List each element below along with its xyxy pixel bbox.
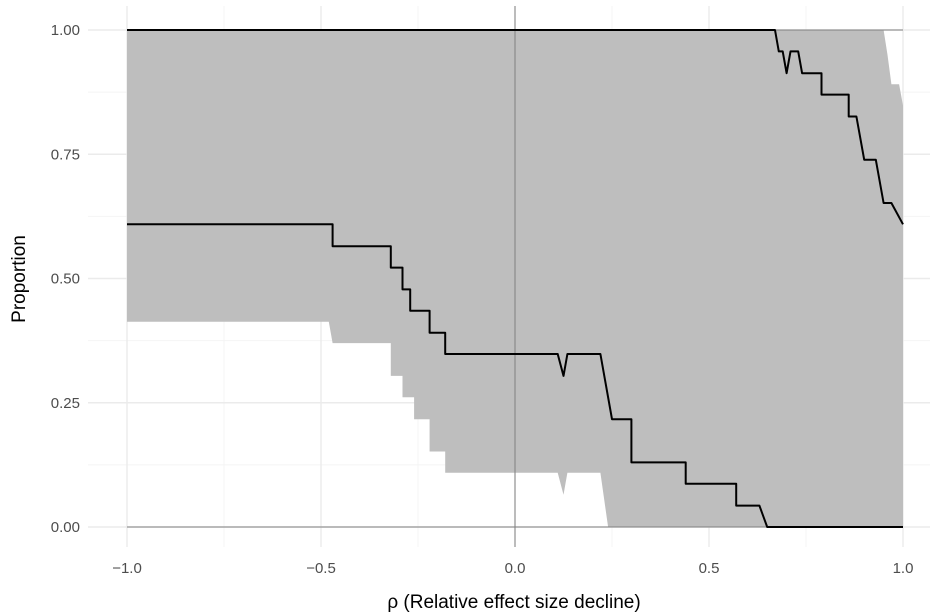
y-tick-label: 0.50 bbox=[51, 271, 80, 288]
x-tick-label: 1.0 bbox=[893, 560, 914, 577]
x-tick-label: −0.5 bbox=[306, 560, 336, 577]
series-lines bbox=[127, 29, 904, 528]
tick-labels: −1.0 −0.5 0.0 0.5 1.0 0.00 0.25 0.50 0.75 1.00 bbox=[51, 22, 914, 577]
y-tick-label: 0.75 bbox=[51, 146, 80, 163]
y-tick-label: 0.00 bbox=[51, 519, 80, 536]
x-axis-title: ρ (Relative effect size decline) bbox=[387, 592, 640, 613]
x-tick-label: −1.0 bbox=[112, 560, 142, 577]
y-tick-label: 1.00 bbox=[51, 22, 80, 39]
x-tick-label: 0.0 bbox=[505, 560, 526, 577]
y-axis-title: Proportion bbox=[9, 235, 30, 323]
series-line-1 bbox=[127, 223, 903, 528]
series-line-2 bbox=[127, 29, 904, 225]
x-tick-label: 0.5 bbox=[699, 560, 720, 577]
y-tick-label: 0.25 bbox=[51, 395, 80, 412]
